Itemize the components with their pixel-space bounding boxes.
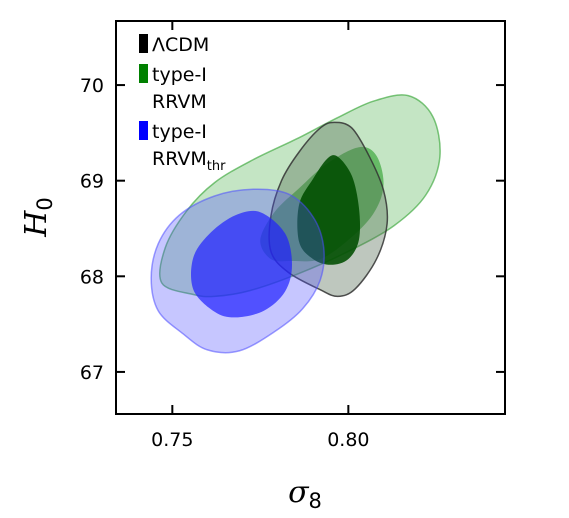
legend-swatch-rrvm (139, 64, 148, 83)
x-axis-label: σ8 (288, 475, 322, 513)
legend: ΛCDM type-I RRVM type-I RRVMthr (139, 34, 226, 174)
contour-lcdm-68 (297, 155, 361, 265)
y-tick-label: 67 (80, 362, 104, 384)
legend-label-rrvm: type-I (152, 64, 207, 86)
legend-swatch-lcdm (139, 34, 148, 53)
legend-label-rrvm_thr: type-I (152, 121, 207, 143)
contour-rrvm_thr-68 (190, 210, 292, 318)
legend-label-rrvm_thr: RRVMthr (152, 148, 226, 174)
x-tick-label: 0.80 (327, 429, 369, 451)
tick-layer: 0.75 0.80 67 68 69 70 (80, 21, 505, 451)
contour-layer (150, 94, 441, 354)
legend-label-rrvm: RRVM (152, 91, 207, 113)
plot-frame (115, 20, 506, 415)
y-axis-label: H0 (19, 197, 57, 238)
x-tick-label: 0.75 (151, 429, 193, 451)
legend-label-lcdm: ΛCDM (152, 34, 209, 56)
y-tick-label: 70 (80, 75, 104, 97)
legend-swatch-rrvm_thr (139, 121, 148, 140)
y-tick-label: 68 (80, 266, 104, 288)
y-tick-label: 69 (80, 171, 104, 193)
